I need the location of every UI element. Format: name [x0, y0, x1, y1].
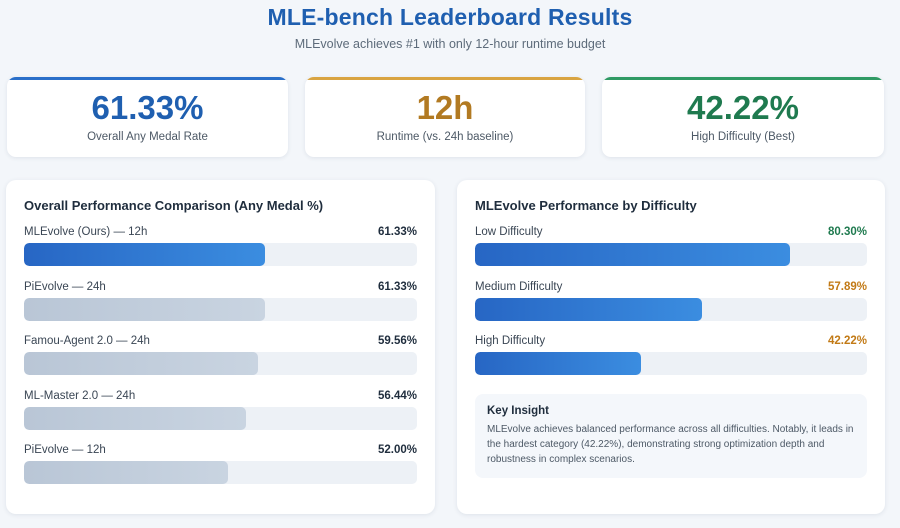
- bar-value-label: 56.44%: [377, 389, 417, 402]
- bar-value-label: 80.30%: [827, 226, 867, 238]
- stat-card-runtime: 12h Runtime (vs. 24h baseline): [305, 77, 585, 157]
- bar: [24, 461, 229, 484]
- bar-row: ML-Master 2.0 — 24h 56.44%: [24, 390, 417, 438]
- stat-card-medal-rate: 61.33% Overall Any Medal Rate: [7, 77, 288, 157]
- bar-track: [475, 297, 867, 321]
- bar-category-label: High Difficulty: [475, 335, 546, 347]
- stat-value: 12h: [416, 89, 474, 126]
- bar-value-label: 61.33%: [377, 226, 417, 238]
- bar: [475, 297, 702, 321]
- page-subtitle: MLEvolve achieves #1 with only 12-hour r…: [294, 37, 606, 51]
- bar-row: Low Difficulty 80.30%: [475, 226, 867, 274]
- key-insight-box: Key Insight MLEvolve achieves balanced p…: [475, 394, 867, 478]
- stat-label: Overall Any Medal Rate: [87, 131, 208, 143]
- page-title: MLE-bench Leaderboard Results: [267, 4, 633, 30]
- bar-category-label: Famou-Agent 2.0 — 24h: [24, 335, 150, 347]
- bar-row: PiEvolve — 12h 52.00%: [24, 444, 417, 492]
- bar-value-label: 59.56%: [377, 335, 417, 347]
- bar-row: Famou-Agent 2.0 — 24h 59.56%: [24, 335, 417, 383]
- bar-row: Medium Difficulty 57.89%: [475, 281, 867, 329]
- bar-category-label: PiEvolve — 12h: [24, 444, 106, 456]
- bar-category-label: Low Difficulty: [475, 226, 543, 238]
- stat-accent-bar: [305, 77, 585, 80]
- bar-row: High Difficulty 42.22%: [475, 335, 867, 383]
- stat-label: Runtime (vs. 24h baseline): [376, 131, 514, 143]
- stat-accent-bar: [7, 77, 288, 80]
- bar: [24, 243, 266, 266]
- bar-row: MLEvolve (Ours) — 12h 61.33%: [24, 226, 417, 274]
- bar-track: [24, 461, 417, 484]
- bar-category-label: Medium Difficulty: [475, 280, 563, 293]
- bar-value-label: 61.33%: [377, 280, 417, 293]
- bar: [475, 243, 790, 266]
- bar-value-label: 42.22%: [827, 335, 867, 347]
- stat-value: 42.22%: [687, 89, 799, 126]
- stat-accent-bar: [602, 77, 884, 80]
- bar-track: [475, 243, 867, 266]
- bar-track: [24, 243, 417, 266]
- stat-card-high-difficulty: 42.22% High Difficulty (Best): [602, 77, 884, 157]
- overall-comparison-panel: Overall Performance Comparison (Any Meda…: [6, 180, 435, 514]
- bar-track: [24, 297, 417, 321]
- bar-track: [24, 352, 417, 375]
- bar-track: [475, 352, 867, 375]
- bar-value-label: 57.89%: [827, 280, 867, 293]
- bar: [24, 297, 266, 321]
- insight-heading: Key Insight: [487, 405, 549, 417]
- panel-title: Overall Performance Comparison (Any Meda…: [24, 198, 324, 213]
- bar-value-label: 52.00%: [377, 444, 417, 456]
- bar-track: [24, 406, 417, 430]
- bar-row: PiEvolve — 24h 61.33%: [24, 281, 417, 329]
- stat-value: 61.33%: [91, 89, 204, 126]
- bar: [24, 406, 246, 430]
- bar-category-label: MLEvolve (Ours) — 12h: [24, 226, 148, 238]
- difficulty-panel: MLEvolve Performance by Difficulty Key I…: [457, 180, 885, 514]
- bar: [24, 352, 259, 375]
- bar-category-label: ML-Master 2.0 — 24h: [24, 389, 136, 402]
- panel-title: MLEvolve Performance by Difficulty: [475, 198, 697, 213]
- insight-body: MLEvolve achieves balanced performance a…: [487, 424, 854, 465]
- bar-category-label: PiEvolve — 24h: [24, 280, 106, 293]
- bar: [475, 352, 641, 375]
- stat-label: High Difficulty (Best): [691, 131, 795, 143]
